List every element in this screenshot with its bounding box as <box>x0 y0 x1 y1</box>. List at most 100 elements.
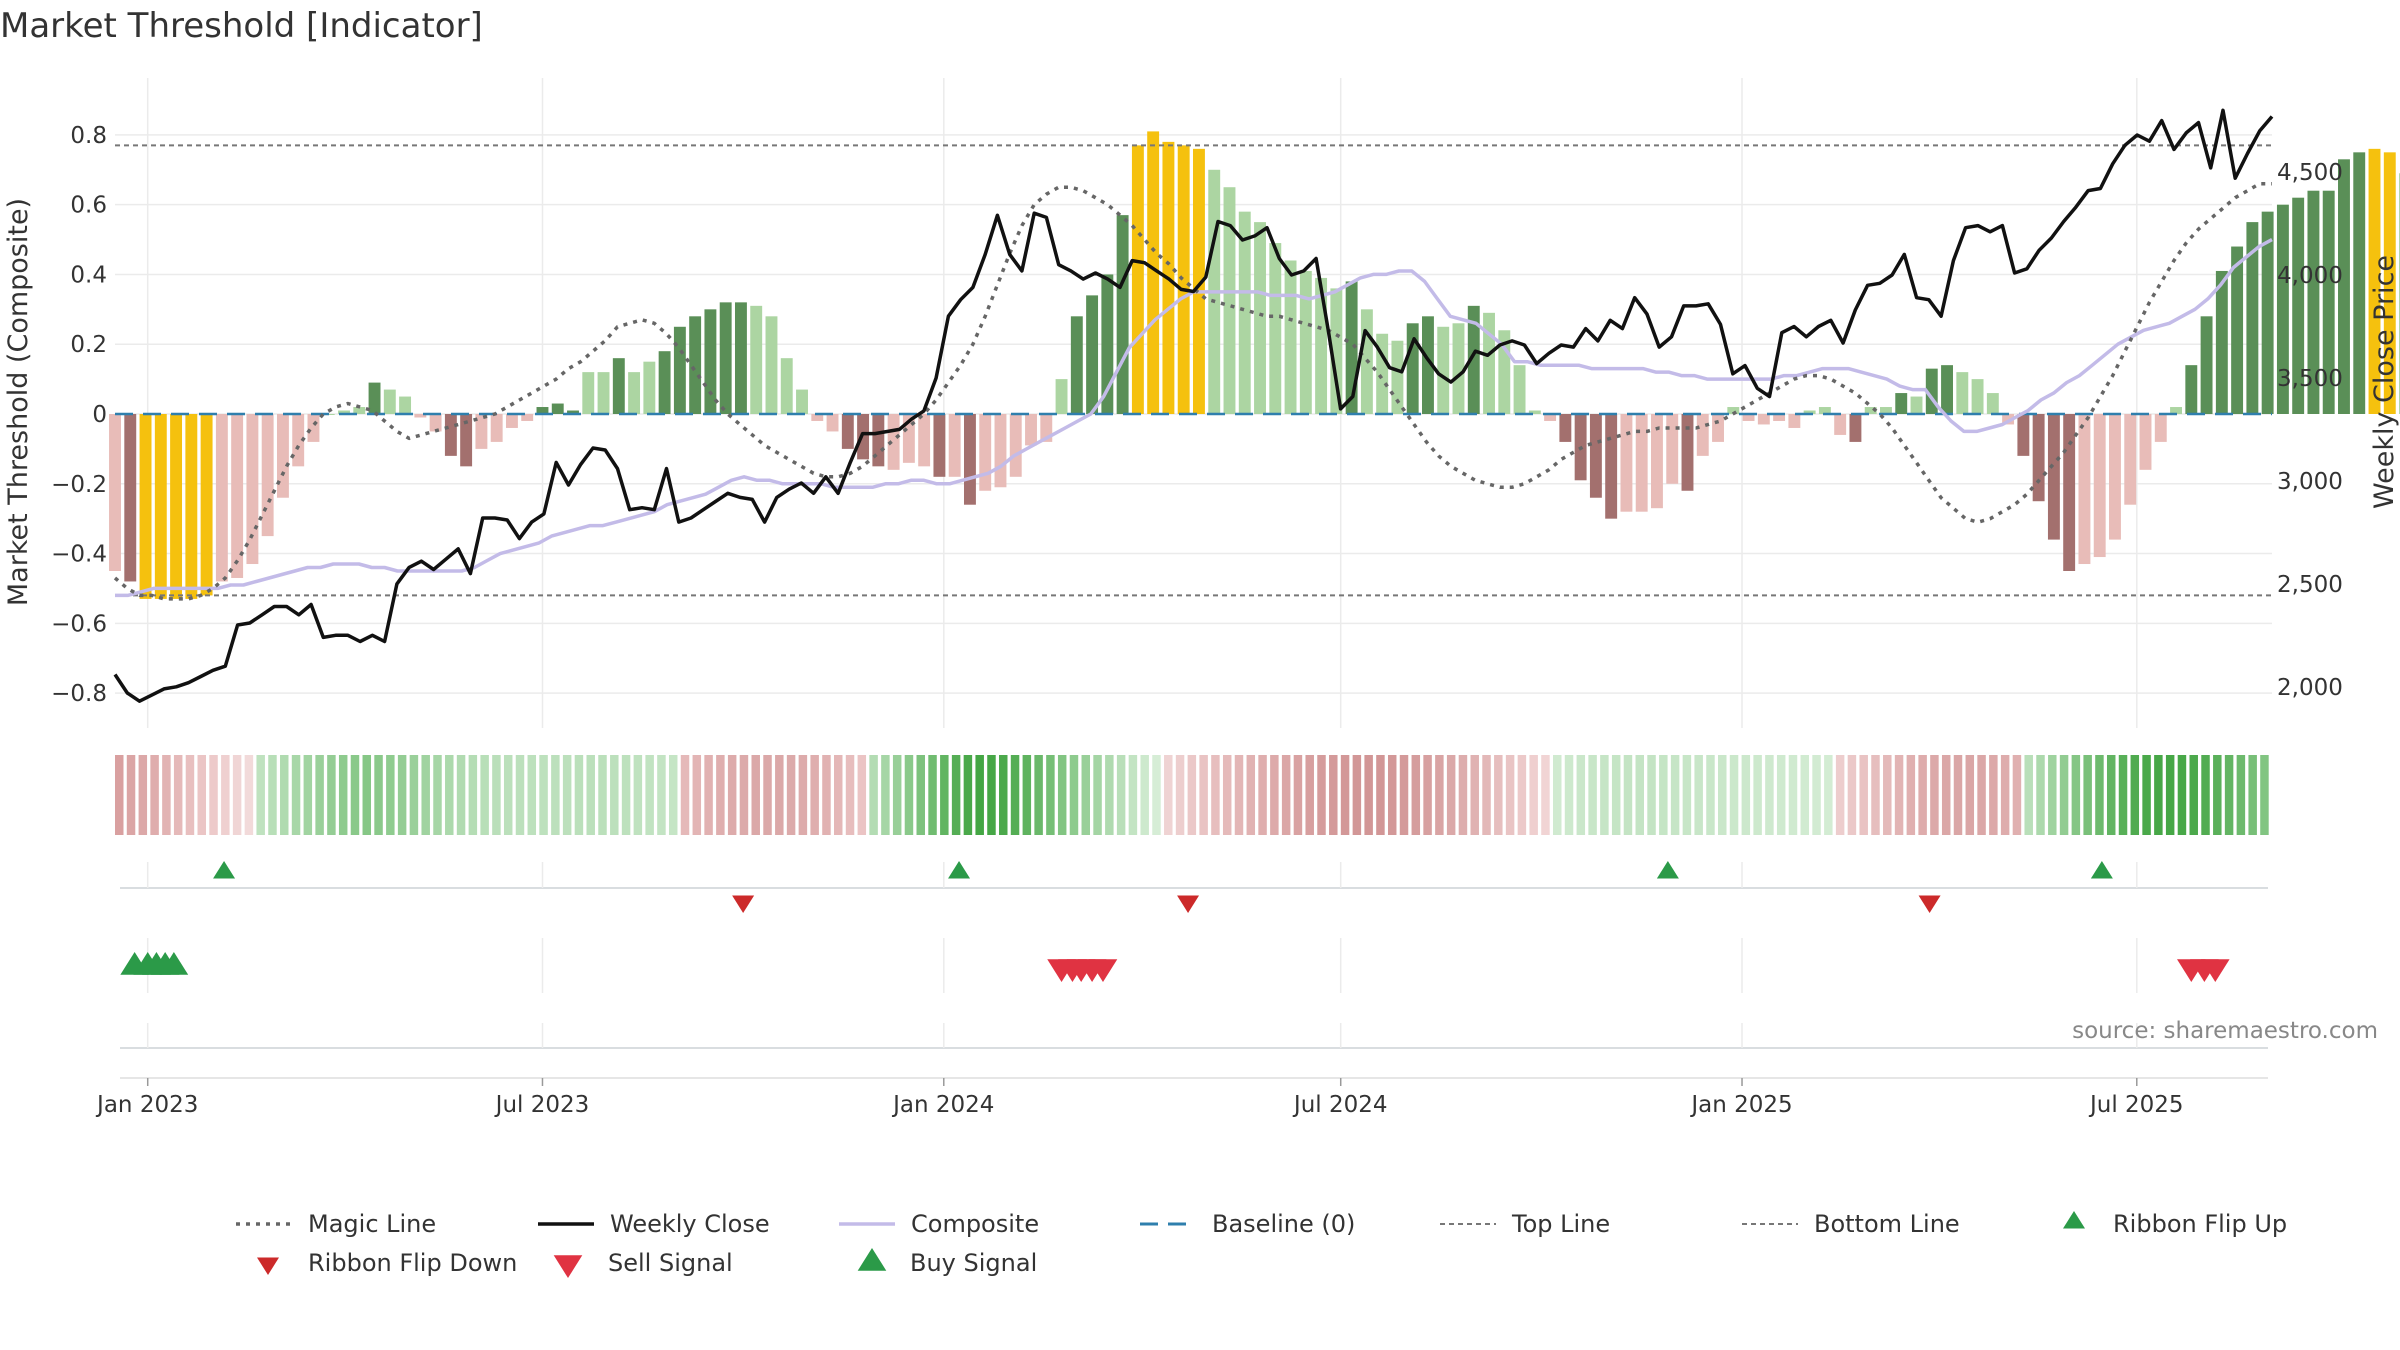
ribbon-flip-down-marker <box>1918 895 1941 913</box>
ribbon-segment <box>492 755 501 835</box>
composite-bar <box>994 414 1007 488</box>
ribbon-segment <box>126 755 136 835</box>
ribbon-segment <box>1105 755 1114 835</box>
composite-bar <box>628 372 641 414</box>
ribbon-segment <box>209 755 218 835</box>
composite-bar <box>414 414 427 418</box>
composite-bar <box>872 414 885 467</box>
ribbon-segment <box>881 755 890 835</box>
composite-bar <box>1147 131 1160 414</box>
ribbon-segment <box>2036 755 2045 835</box>
y-right-tick-label: 2,500 <box>2277 572 2343 598</box>
composite-bar <box>1727 407 1740 414</box>
legend-swatch <box>857 1248 887 1271</box>
legend-item: Baseline (0) <box>1140 1210 1355 1238</box>
legend-item: Ribbon Flip Up <box>2063 1210 2287 1238</box>
buy-signal-marker <box>159 952 189 975</box>
ribbon-segment <box>1387 755 1397 835</box>
ribbon-segment <box>892 755 902 835</box>
composite-bar <box>673 326 686 414</box>
composite-bar <box>933 414 946 477</box>
ribbon-segment <box>2024 755 2033 835</box>
legend-label: Baseline (0) <box>1212 1210 1355 1238</box>
composite-bar <box>536 407 549 414</box>
ribbon-segment <box>2165 755 2175 835</box>
series-lines <box>113 108 2274 703</box>
ribbon-segment <box>1246 755 1256 835</box>
legend-label: Buy Signal <box>910 1249 1037 1277</box>
composite-bar <box>1956 372 1969 414</box>
ribbon-segment <box>963 755 973 835</box>
ribbon-segment <box>1494 755 1503 835</box>
composite-bar <box>2215 270 2228 414</box>
ribbon-segment <box>751 755 760 835</box>
ribbon-segment <box>350 755 360 835</box>
ribbon-segment <box>315 755 324 835</box>
magic-line <box>113 181 2272 601</box>
composite-bar <box>231 414 244 578</box>
composite-bar <box>658 351 671 414</box>
ribbon-segment <box>834 755 843 835</box>
composite-bar <box>2276 204 2289 414</box>
ribbon-segment <box>1281 755 1291 835</box>
ribbon-segment <box>2236 755 2246 835</box>
ribbon-flip-up-marker <box>1656 861 1679 879</box>
legend-item: Bottom Line <box>1742 1210 1960 1238</box>
ribbon-segment <box>1340 755 1350 835</box>
composite-bar <box>1284 260 1297 414</box>
composite-bar <box>948 414 961 477</box>
ribbon-segment <box>657 755 666 835</box>
ribbon-segment <box>1564 755 1574 835</box>
legend-swatch <box>257 1257 279 1275</box>
composite-bar <box>1757 414 1770 425</box>
sell-signal-marker <box>2200 959 2230 982</box>
ribbon-segment <box>786 755 796 835</box>
legend-item: Composite <box>839 1210 1039 1238</box>
composite-bar <box>1131 145 1144 414</box>
ribbon-segment <box>987 755 996 835</box>
ribbon-segment <box>940 755 949 835</box>
composite-bar <box>1009 414 1022 477</box>
ribbon-segment <box>1800 755 1810 835</box>
composite-bar <box>307 414 320 442</box>
ribbon-segment <box>2248 755 2257 835</box>
ribbon-segment <box>1600 755 1609 835</box>
ribbon-flip-up-marker <box>948 861 971 879</box>
composite-bar <box>200 414 213 596</box>
composite-bar <box>826 414 839 432</box>
composite-bar <box>1773 414 1786 421</box>
composite-bar <box>1925 368 1938 414</box>
composite-bar <box>2093 414 2106 558</box>
composite-bar <box>1712 414 1724 442</box>
ribbon-segment <box>739 755 749 835</box>
ribbon-segment <box>1576 755 1586 835</box>
ribbon-flip-up-marker <box>2090 861 2113 879</box>
ribbon-segment <box>1918 755 1927 835</box>
ribbon-segment <box>1293 755 1303 835</box>
composite-bar <box>918 414 931 467</box>
composite-bar <box>1070 316 1083 414</box>
legend-item: Magic Line <box>236 1210 436 1238</box>
ribbon-segment <box>1116 755 1126 835</box>
composite-bar <box>2368 148 2381 414</box>
composite-bar <box>2200 316 2213 414</box>
composite-bar <box>1192 148 1205 414</box>
ribbon-segment <box>916 755 925 835</box>
ribbon-segment <box>1022 755 1032 835</box>
ribbon-segment <box>680 755 690 835</box>
ribbon-segment <box>1941 755 1951 835</box>
ribbon-segment <box>268 755 277 835</box>
ribbon-segment <box>904 755 914 835</box>
composite-bar <box>124 414 137 582</box>
composite-bar <box>811 414 824 421</box>
composite-bar <box>399 396 412 414</box>
ribbon-segment <box>845 755 855 835</box>
composite-bar <box>1254 222 1266 414</box>
ribbon-segment <box>633 755 643 835</box>
composite-bar <box>2032 414 2045 502</box>
composite-bar <box>1895 393 1908 414</box>
ribbon-segment <box>1187 755 1197 835</box>
source-label: source: sharemaestro.com <box>2072 1018 2378 1044</box>
ribbon-segment <box>338 755 348 835</box>
composite-bar <box>1696 414 1709 456</box>
